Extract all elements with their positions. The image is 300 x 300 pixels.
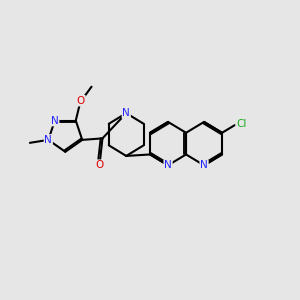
Text: N: N [51,116,59,126]
Text: N: N [200,160,208,170]
Text: N: N [164,160,172,170]
Text: Cl: Cl [236,119,247,129]
Text: O: O [95,160,104,170]
Text: N: N [44,135,52,145]
Text: O: O [77,96,85,106]
Text: N: N [122,108,130,118]
